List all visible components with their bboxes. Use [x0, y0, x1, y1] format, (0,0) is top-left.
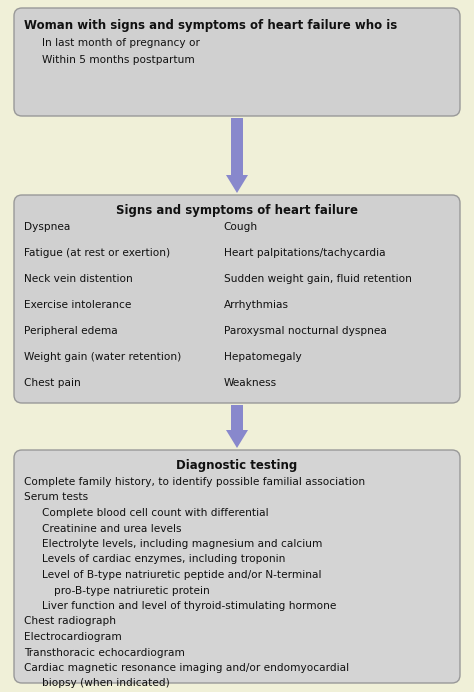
Polygon shape	[226, 175, 248, 193]
Text: Creatinine and urea levels: Creatinine and urea levels	[42, 524, 182, 534]
Text: Arrhythmias: Arrhythmias	[224, 300, 289, 310]
Text: Sudden weight gain, fluid retention: Sudden weight gain, fluid retention	[224, 274, 411, 284]
Text: Complete blood cell count with differential: Complete blood cell count with different…	[42, 508, 269, 518]
Text: Transthoracic echocardiogram: Transthoracic echocardiogram	[24, 648, 185, 657]
Text: Fatigue (at rest or exertion): Fatigue (at rest or exertion)	[24, 248, 170, 258]
Text: Electrocardiogram: Electrocardiogram	[24, 632, 122, 642]
Text: pro-B-type natriuretic protein: pro-B-type natriuretic protein	[54, 585, 210, 596]
Polygon shape	[226, 430, 248, 448]
Text: Chest radiograph: Chest radiograph	[24, 617, 116, 626]
Text: Exercise intolerance: Exercise intolerance	[24, 300, 131, 310]
Text: Electrolyte levels, including magnesium and calcium: Electrolyte levels, including magnesium …	[42, 539, 322, 549]
Text: Within 5 months postpartum: Within 5 months postpartum	[42, 55, 195, 65]
Text: Weakness: Weakness	[224, 378, 277, 388]
Text: Cough: Cough	[224, 222, 258, 232]
Polygon shape	[231, 405, 243, 430]
Text: Cardiac magnetic resonance imaging and/or endomyocardial: Cardiac magnetic resonance imaging and/o…	[24, 663, 349, 673]
Text: Complete family history, to identify possible familial association: Complete family history, to identify pos…	[24, 477, 365, 487]
Text: Weight gain (water retention): Weight gain (water retention)	[24, 352, 181, 362]
Text: Heart palpitations/tachycardia: Heart palpitations/tachycardia	[224, 248, 385, 258]
Text: Neck vein distention: Neck vein distention	[24, 274, 133, 284]
Text: Woman with signs and symptoms of heart failure who is: Woman with signs and symptoms of heart f…	[24, 19, 397, 32]
Text: Dyspnea: Dyspnea	[24, 222, 70, 232]
Text: In last month of pregnancy or: In last month of pregnancy or	[42, 38, 200, 48]
Text: Levels of cardiac enzymes, including troponin: Levels of cardiac enzymes, including tro…	[42, 554, 285, 565]
Text: Peripheral edema: Peripheral edema	[24, 326, 118, 336]
FancyBboxPatch shape	[14, 450, 460, 683]
Text: biopsy (when indicated): biopsy (when indicated)	[42, 678, 170, 689]
Text: Paroxysmal nocturnal dyspnea: Paroxysmal nocturnal dyspnea	[224, 326, 386, 336]
Polygon shape	[231, 118, 243, 175]
Text: Signs and symptoms of heart failure: Signs and symptoms of heart failure	[116, 204, 358, 217]
Text: Serum tests: Serum tests	[24, 493, 88, 502]
Text: Hepatomegaly: Hepatomegaly	[224, 352, 301, 362]
FancyBboxPatch shape	[14, 195, 460, 403]
Text: Diagnostic testing: Diagnostic testing	[176, 459, 298, 472]
Text: Chest pain: Chest pain	[24, 378, 81, 388]
FancyBboxPatch shape	[14, 8, 460, 116]
Text: Liver function and level of thyroid-stimulating hormone: Liver function and level of thyroid-stim…	[42, 601, 337, 611]
Text: Level of B-type natriuretic peptide and/or N-terminal: Level of B-type natriuretic peptide and/…	[42, 570, 321, 580]
